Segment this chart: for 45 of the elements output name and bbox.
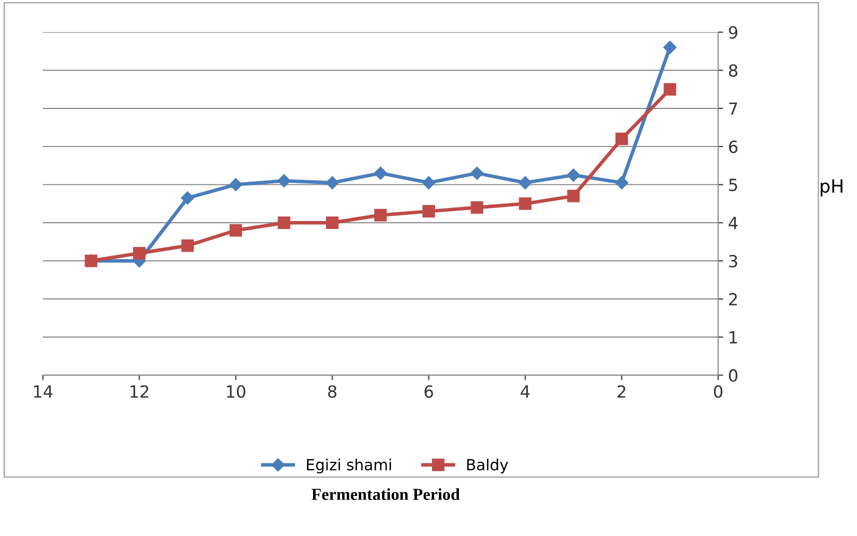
point xyxy=(518,197,532,210)
y-tick-label: 7 xyxy=(729,102,738,115)
point xyxy=(518,176,532,190)
y-tick-label: 5 xyxy=(729,178,738,192)
point xyxy=(374,208,387,222)
x-tick-label: 8 xyxy=(328,385,336,398)
point xyxy=(180,191,194,205)
point xyxy=(229,178,242,192)
y-tick-label: 8 xyxy=(729,64,738,77)
x-tick-label: 12 xyxy=(130,385,148,398)
point xyxy=(615,132,628,146)
y-tick-label: 3 xyxy=(729,254,738,268)
point xyxy=(422,205,435,218)
x-tick-label: 0 xyxy=(714,385,722,398)
y-tick-label: 9 xyxy=(728,26,738,39)
point xyxy=(470,166,484,180)
point xyxy=(663,40,677,54)
point xyxy=(230,224,242,237)
x-tick-label: 14 xyxy=(34,385,53,398)
point xyxy=(567,190,580,202)
text: Fermentation Period xyxy=(312,488,460,500)
legend-label: Egizi shami xyxy=(307,458,391,474)
point xyxy=(664,83,676,96)
point xyxy=(470,201,484,214)
x-tick-label: 2 xyxy=(618,385,626,398)
point xyxy=(615,176,628,190)
point xyxy=(133,246,146,260)
y-tick-label: 2 xyxy=(729,292,737,306)
y-tick-label: 6 xyxy=(729,140,738,154)
point xyxy=(277,174,291,188)
legend-label: Baldy xyxy=(467,458,508,474)
point xyxy=(326,176,339,190)
x-tick-label: 10 xyxy=(227,385,246,398)
y-tick-label: 0 xyxy=(728,369,738,382)
x-tick-label: 4 xyxy=(520,385,530,398)
point xyxy=(181,239,194,252)
y-axis-title: pH xyxy=(820,179,842,196)
point xyxy=(566,168,580,182)
y-tick-label: 1 xyxy=(730,331,737,344)
y-tick-label: 4 xyxy=(728,216,738,230)
point xyxy=(422,176,436,190)
point xyxy=(278,216,290,229)
point xyxy=(374,166,388,180)
point xyxy=(326,216,339,229)
x-tick-label: 6 xyxy=(424,385,433,398)
